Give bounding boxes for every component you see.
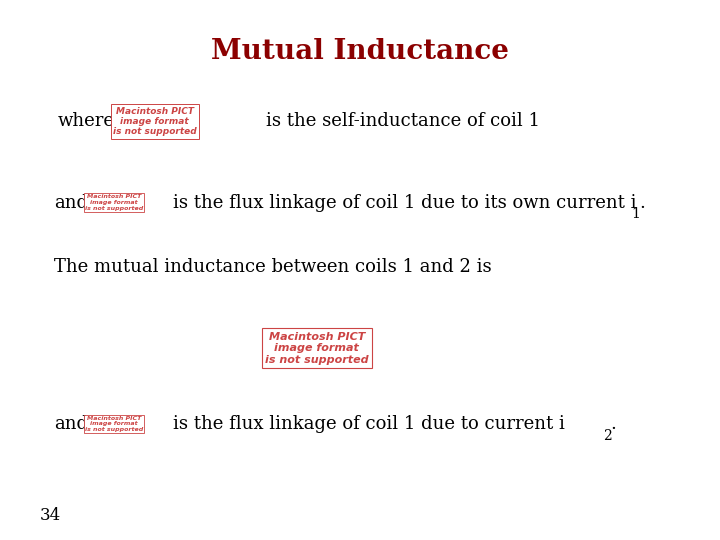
Text: Macintosh PICT
image format
is not supported: Macintosh PICT image format is not suppo… — [85, 194, 143, 211]
Text: where: where — [58, 112, 114, 131]
Text: Macintosh PICT
image format
is not supported: Macintosh PICT image format is not suppo… — [113, 106, 197, 137]
Text: 1: 1 — [631, 207, 640, 221]
Text: is the flux linkage of coil 1 due to its own current i: is the flux linkage of coil 1 due to its… — [173, 193, 636, 212]
Text: 2: 2 — [603, 429, 611, 443]
Text: The mutual inductance between coils 1 and 2 is: The mutual inductance between coils 1 an… — [54, 258, 492, 276]
Text: and: and — [54, 415, 88, 433]
Text: 34: 34 — [40, 507, 61, 524]
Text: Macintosh PICT
image format
is not supported: Macintosh PICT image format is not suppo… — [265, 332, 369, 365]
Text: Mutual Inductance: Mutual Inductance — [211, 38, 509, 65]
Text: Macintosh PICT
image format
is not supported: Macintosh PICT image format is not suppo… — [85, 416, 143, 432]
Text: is the self-inductance of coil 1: is the self-inductance of coil 1 — [266, 112, 541, 131]
Text: .: . — [611, 415, 616, 433]
Text: .: . — [639, 193, 645, 212]
Text: and: and — [54, 193, 88, 212]
Text: is the flux linkage of coil 1 due to current i: is the flux linkage of coil 1 due to cur… — [173, 415, 564, 433]
